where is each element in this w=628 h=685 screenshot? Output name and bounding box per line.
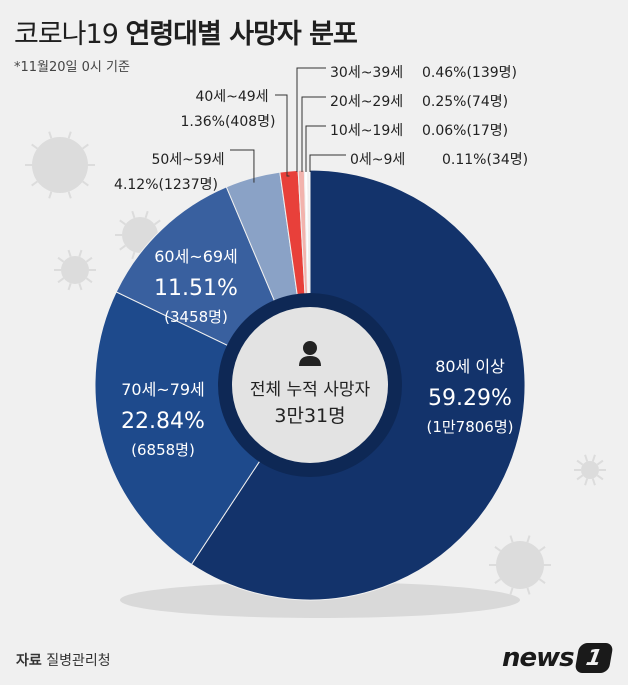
slice-label: 0세~9세 — [350, 152, 405, 168]
virus-icon — [574, 454, 606, 486]
slice-percent: 0.11%(34명) — [442, 152, 528, 168]
page-title: 코로나19 연령대별 사망자 분포 — [14, 12, 358, 51]
slice-count: (3458명) — [164, 308, 228, 326]
leader-line — [305, 125, 326, 172]
slice-label: 20세~29세 — [330, 94, 403, 110]
slice-label: 60세~69세 — [154, 247, 238, 266]
slice-percent: 0.46%(139명) — [422, 65, 517, 81]
title-block: 코로나19 연령대별 사망자 분포 — [14, 12, 358, 51]
virus-icon — [25, 131, 95, 199]
source-value: 질병관리청 — [46, 653, 111, 669]
center-total: 3만31명 — [274, 405, 345, 427]
title-bold: 연령대별 사망자 분포 — [125, 19, 357, 50]
news1-logo: news 1 — [502, 640, 614, 676]
virus-icon — [489, 535, 551, 595]
slice-label: 30세~39세 — [330, 65, 403, 81]
slice-label: 40세~49세 — [195, 89, 268, 105]
slice-label: 70세~79세 — [121, 380, 205, 399]
slice-label: 50세~59세 — [151, 152, 224, 168]
source: 자료 질병관리청 — [16, 650, 111, 670]
logo-badge: 1 — [573, 643, 614, 673]
leader-line — [230, 149, 255, 183]
slice-percent: 59.29% — [428, 386, 512, 411]
person-icon — [299, 341, 321, 366]
slice-percent: 11.51% — [154, 276, 238, 301]
slice-percent: 0.06%(17명) — [422, 123, 508, 139]
source-label: 자료 — [16, 653, 42, 669]
slice-percent: 1.36%(408명) — [180, 114, 275, 130]
slice-percent: 0.25%(74명) — [422, 94, 508, 110]
title-regular: 코로나19 — [14, 19, 119, 50]
leader-line — [309, 154, 346, 172]
leader-line — [275, 94, 290, 177]
leader-line — [296, 67, 326, 172]
center-disc — [232, 307, 388, 463]
slice-percent: 22.84% — [121, 409, 205, 434]
slice-label: 80세 이상 — [435, 357, 505, 376]
slice-count: (1만7806명) — [426, 418, 513, 436]
slice-count: (6858명) — [131, 441, 195, 459]
slice-label: 10세~19세 — [330, 123, 403, 139]
slice-percent: 4.12%(1237명) — [114, 177, 218, 193]
leader-line — [301, 96, 326, 172]
logo-text: news — [502, 643, 575, 673]
subtitle: *11월20일 0시 기준 — [14, 60, 130, 75]
leader-lines — [230, 67, 346, 183]
slice-labels: 80세 이상 59.29% (1만7806명) 70세~79세 22.84% (6858명… — [114, 65, 528, 459]
center-label: 전체 누적 사망자 — [250, 380, 371, 400]
virus-icon — [54, 249, 96, 291]
